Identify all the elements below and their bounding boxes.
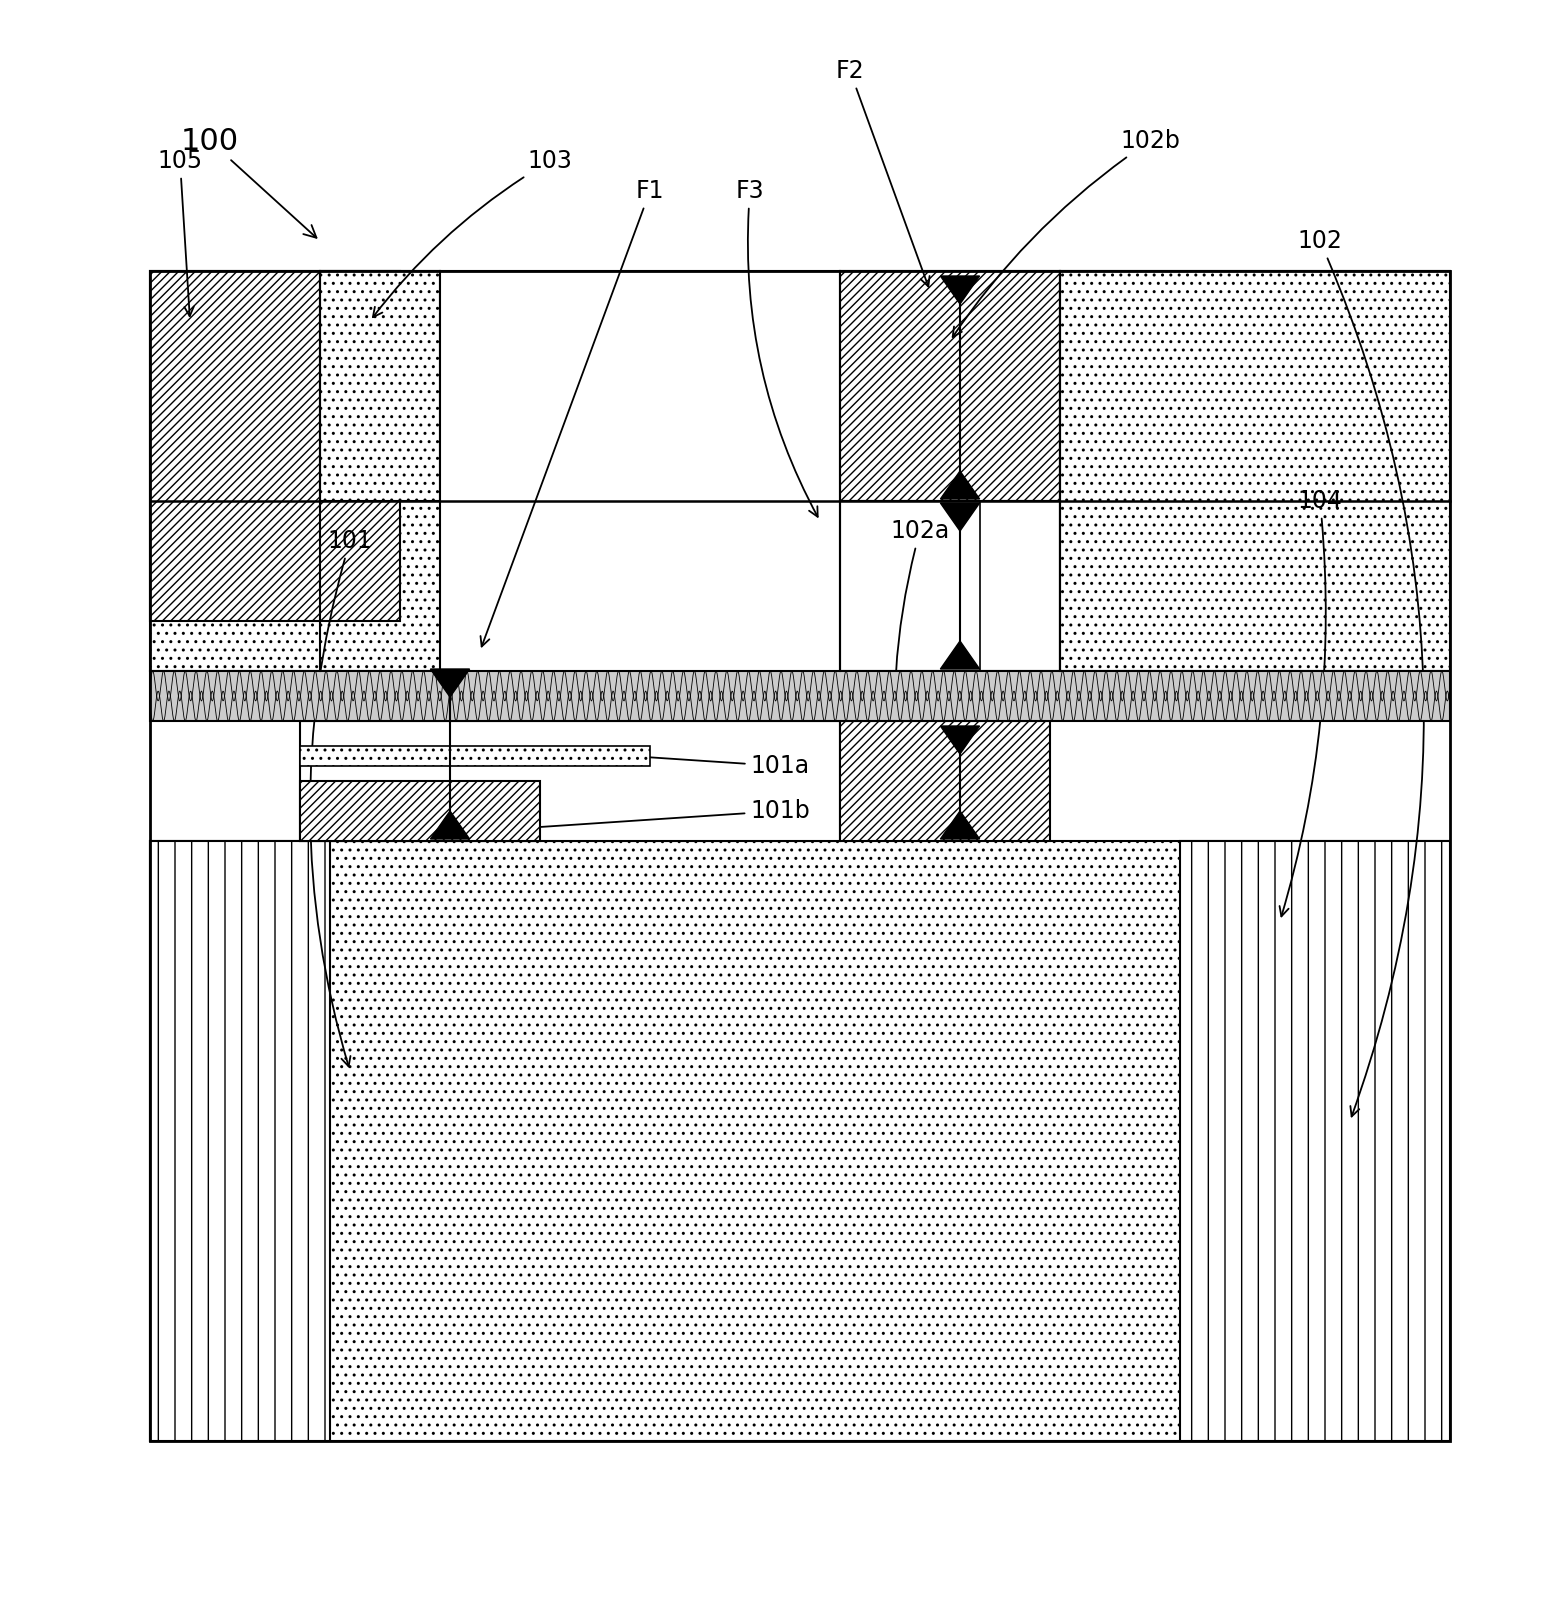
Text: F1: F1 (481, 178, 665, 647)
Text: 101b: 101b (485, 799, 810, 835)
Polygon shape (940, 726, 980, 754)
Bar (150, 671, 1450, 721)
Text: F2: F2 (835, 58, 929, 287)
Polygon shape (431, 669, 470, 697)
Text: 103: 103 (373, 149, 573, 318)
Bar (840, 721, 1051, 841)
Bar (1060, 271, 1450, 671)
Polygon shape (431, 810, 470, 840)
Text: 102: 102 (1297, 229, 1424, 1117)
Text: 102b: 102b (952, 130, 1180, 337)
Bar (840, 501, 1060, 671)
Bar (150, 271, 400, 621)
Polygon shape (940, 640, 980, 669)
Bar (840, 271, 1060, 501)
Text: 102a: 102a (890, 519, 949, 796)
Bar (150, 841, 1450, 1441)
Polygon shape (940, 810, 980, 840)
Bar (150, 271, 1450, 1441)
Polygon shape (940, 503, 980, 532)
Bar (320, 271, 440, 501)
Text: 105: 105 (158, 149, 203, 316)
Bar (150, 271, 1450, 671)
Text: 100: 100 (181, 126, 317, 238)
Text: 101: 101 (311, 528, 373, 1067)
Bar (300, 746, 649, 767)
Text: F3: F3 (735, 178, 818, 517)
Bar (150, 841, 329, 1441)
Bar (1180, 841, 1450, 1441)
Polygon shape (940, 276, 980, 305)
Bar (300, 721, 840, 841)
Text: 104: 104 (1280, 490, 1342, 916)
Bar (440, 271, 840, 671)
Text: 101a: 101a (635, 752, 810, 778)
Polygon shape (940, 472, 980, 499)
Bar (300, 781, 540, 841)
